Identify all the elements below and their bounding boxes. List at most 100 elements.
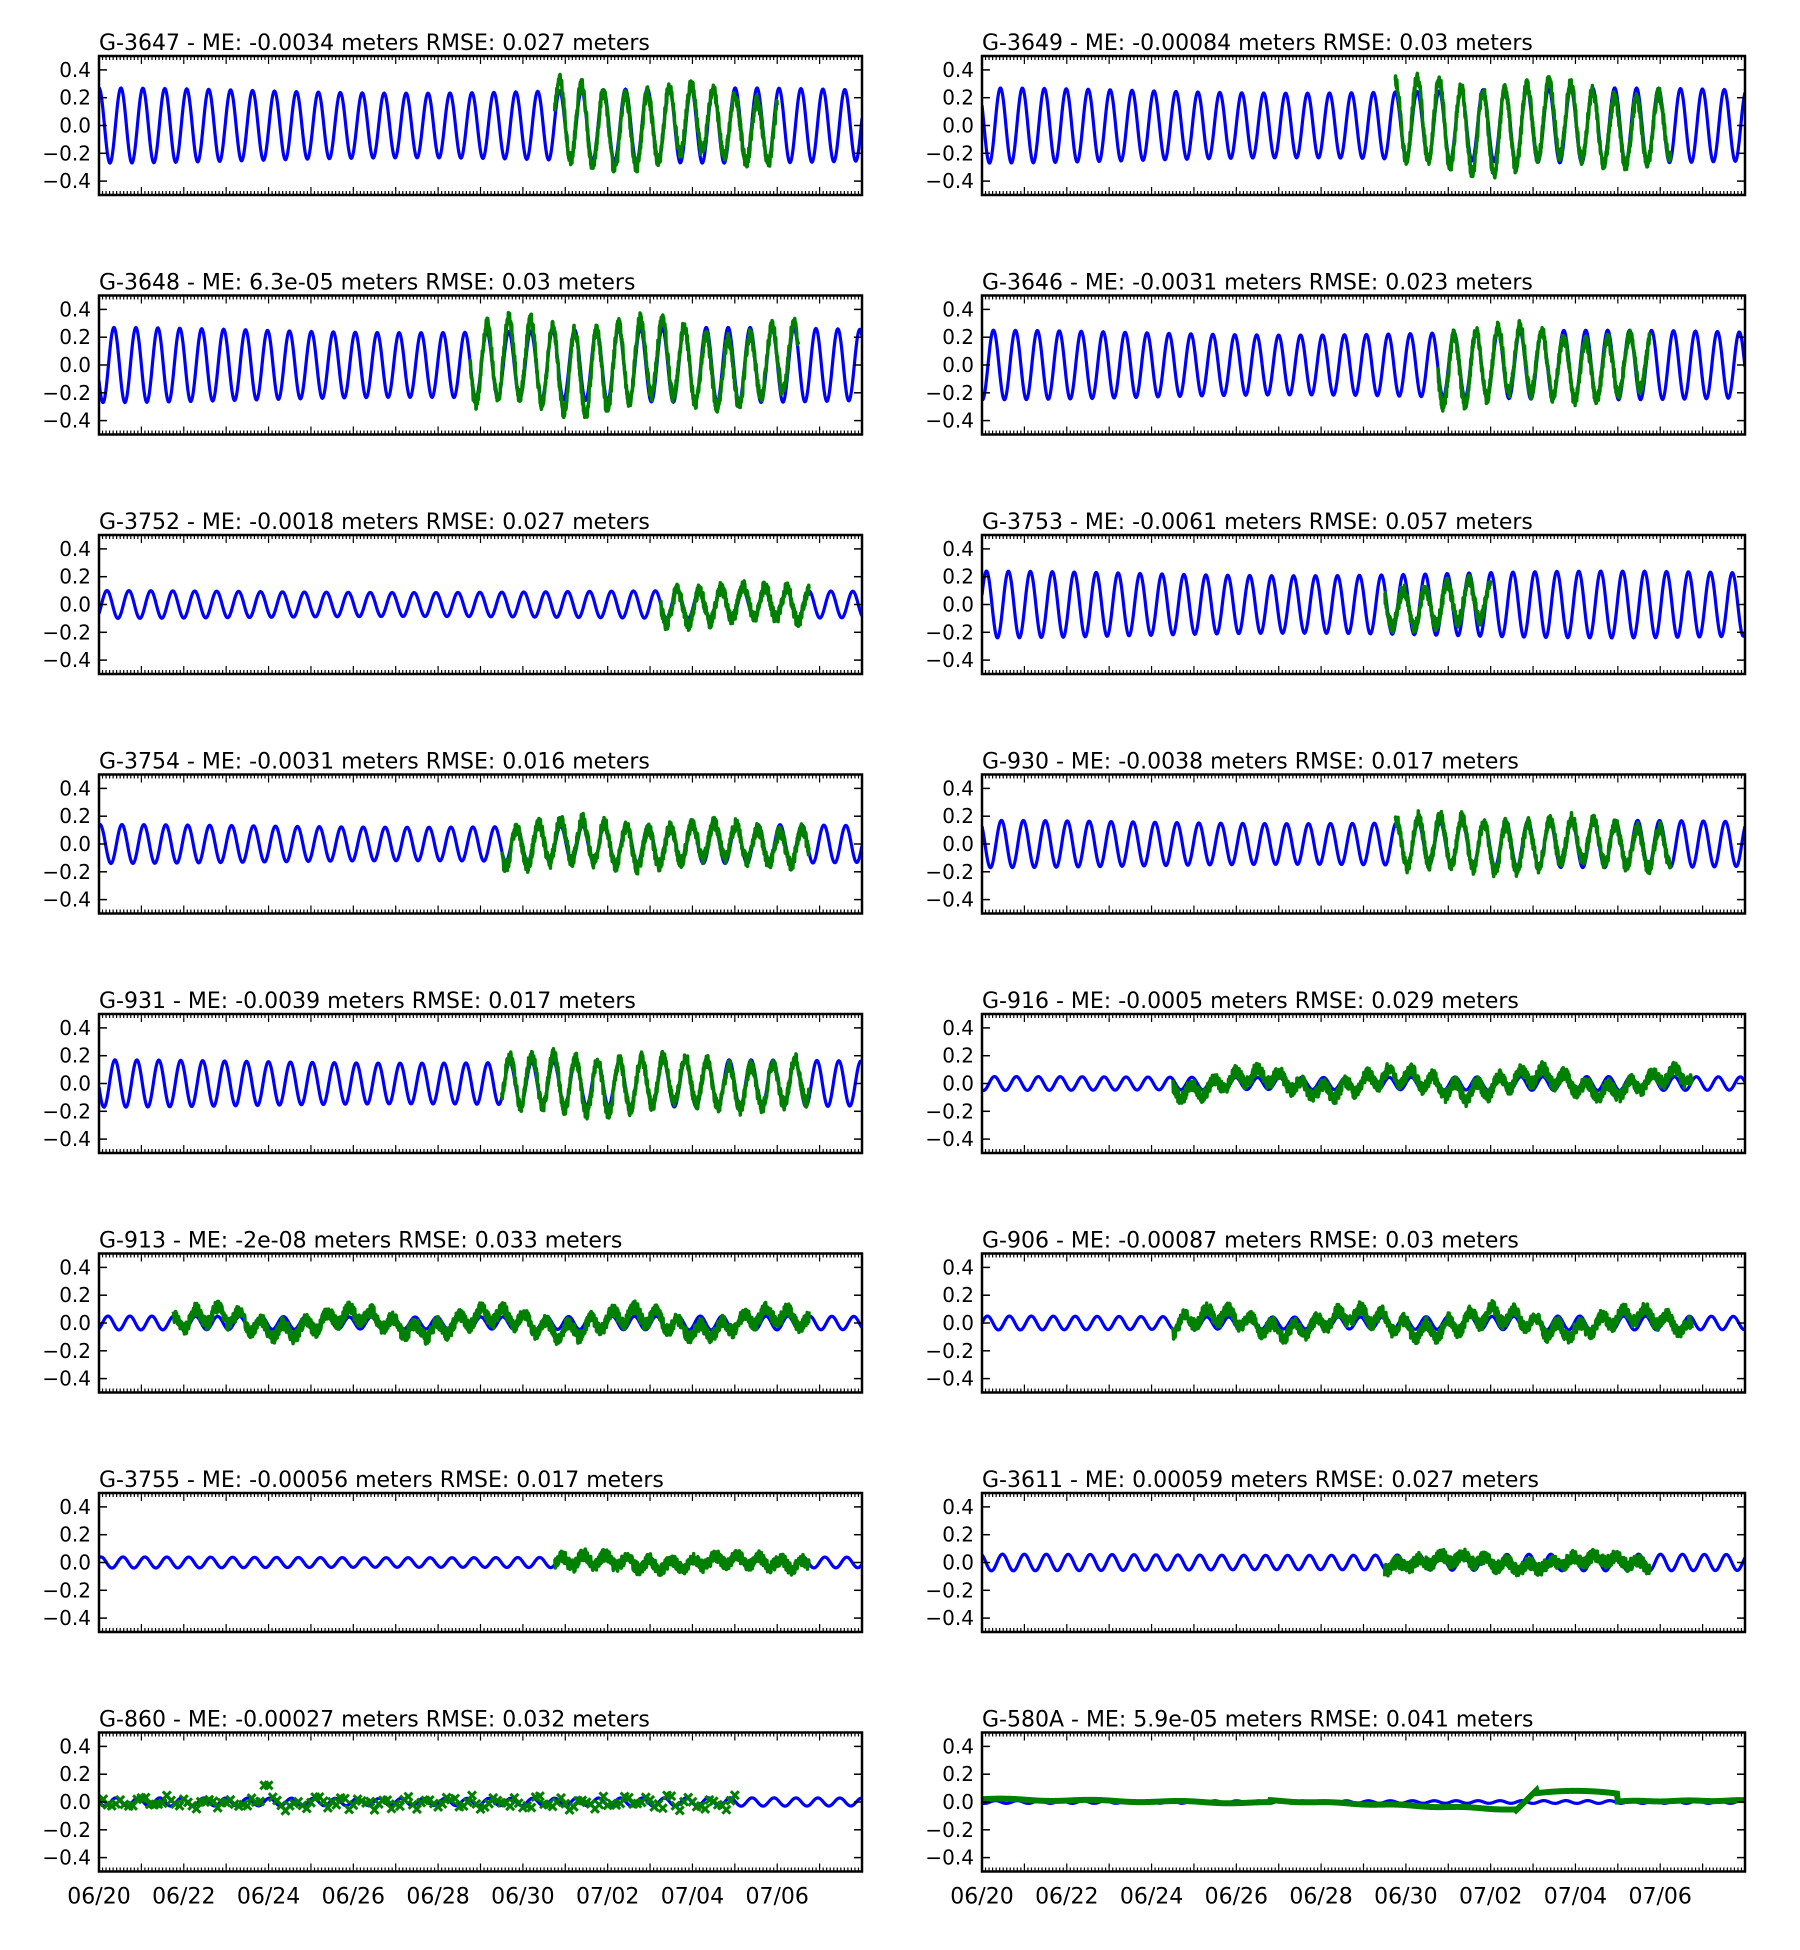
subplot: G-860 - ME: -0.00027 meters RMSE: 0.032 …	[42, 1708, 864, 1873]
x-minor-ticks	[98, 1014, 863, 1153]
y-tick-label: −0.2	[925, 1099, 974, 1123]
x-tick-label: 07/02	[1459, 1885, 1522, 1910]
y-axis: 0.4 0.2 0.0 −0.2 −0.4	[925, 1734, 1745, 1870]
plot-area	[982, 318, 1745, 413]
y-tick-label: −0.4	[925, 1846, 974, 1870]
y-tick-label: 0.0	[942, 1790, 974, 1814]
y-axis: 0.4 0.2 0.0 −0.2 −0.4	[925, 1255, 1745, 1391]
y-tick-label: −0.4	[925, 409, 974, 433]
subplot: G-3611 - ME: 0.00059 meters RMSE: 0.027 …	[925, 1468, 1747, 1634]
y-tick-label: 0.0	[942, 832, 974, 856]
y-tick-label: 0.0	[942, 593, 974, 617]
observed-point	[462, 1797, 473, 1808]
x-minor-ticks	[98, 1732, 863, 1872]
subplot: G-3649 - ME: -0.00084 meters RMSE: 0.03 …	[925, 31, 1747, 197]
observed-point	[365, 1796, 376, 1807]
y-axis: 0.4 0.2 0.0 −0.2 −0.4	[925, 58, 1745, 193]
y-tick-label: 0.0	[942, 1551, 974, 1575]
x-minor-ticks	[981, 1014, 1746, 1153]
y-tick-label: 0.4	[942, 776, 974, 800]
subplot-title: G-913 - ME: -2e-08 meters RMSE: 0.033 me…	[99, 1229, 622, 1254]
y-tick-label: 0.2	[59, 804, 91, 828]
observed-series-line	[171, 1299, 811, 1346]
observed-point	[623, 1792, 634, 1803]
observed-series-line	[552, 72, 779, 174]
subplot: G-930 - ME: -0.0038 meters RMSE: 0.017 m…	[925, 750, 1747, 915]
subplot-title: G-931 - ME: -0.0039 meters RMSE: 0.017 m…	[99, 989, 636, 1014]
y-tick-label: −0.4	[42, 1127, 91, 1151]
x-axis-ticks	[981, 1493, 1746, 1632]
y-tick-label: 0.4	[942, 1495, 974, 1519]
x-tick-label: 06/26	[1205, 1885, 1268, 1910]
x-tick-label: 06/30	[1374, 1885, 1437, 1910]
observed-point	[657, 1803, 668, 1814]
plot-area	[982, 1060, 1745, 1109]
y-tick-label: −0.2	[925, 1818, 974, 1842]
subplot: G-931 - ME: -0.0039 meters RMSE: 0.017 m…	[42, 989, 864, 1155]
x-tick-label: 06/22	[152, 1885, 215, 1910]
x-axis-ticks	[981, 56, 1746, 195]
y-tick-label: −0.4	[42, 888, 91, 912]
y-tick-label: −0.2	[42, 381, 91, 405]
x-minor-ticks	[98, 295, 863, 435]
observed-series-line	[1382, 1547, 1652, 1578]
x-minor-ticks	[981, 1732, 1746, 1872]
x-axis-ticks	[98, 1014, 863, 1153]
plot-area	[99, 310, 862, 420]
observed-point	[411, 1804, 422, 1815]
observed-point	[255, 1796, 266, 1807]
y-axis: 0.4 0.2 0.0 −0.2 −0.4	[925, 537, 1745, 672]
y-tick-label: −0.4	[42, 648, 91, 672]
x-axis-ticks	[98, 1253, 863, 1393]
observed-point	[505, 1801, 516, 1812]
y-tick-label: 0.2	[59, 325, 91, 349]
observed-point	[729, 1790, 740, 1801]
y-tick-label: −0.2	[925, 381, 974, 405]
x-tick-label: 06/20	[67, 1885, 130, 1910]
y-tick-label: −0.4	[42, 409, 91, 433]
y-tick-label: 0.2	[59, 1044, 91, 1068]
y-tick-label: 0.4	[59, 537, 91, 561]
x-tick-label: 06/28	[1289, 1885, 1352, 1910]
observed-point	[174, 1800, 185, 1811]
y-tick-label: 0.4	[59, 1495, 91, 1519]
y-tick-label: 0.2	[59, 1523, 91, 1547]
plot-area	[982, 1547, 1745, 1578]
y-axis: 0.4 0.2 0.0 −0.2 −0.4	[925, 297, 1745, 433]
y-tick-label: 0.2	[59, 86, 91, 110]
y-axis: 0.4 0.2 0.0 −0.2 −0.4	[925, 776, 1745, 912]
x-axis-ticks	[981, 774, 1746, 914]
subplot: G-906 - ME: -0.00087 meters RMSE: 0.03 m…	[925, 1229, 1747, 1394]
observed-point	[594, 1799, 605, 1810]
y-tick-label: 0.4	[59, 1255, 91, 1279]
y-tick-label: 0.4	[59, 776, 91, 800]
observed-point	[127, 1800, 138, 1811]
observed-point	[318, 1795, 329, 1807]
observed-series-line	[1171, 1060, 1694, 1109]
subplot: G-3753 - ME: -0.0061 meters RMSE: 0.057 …	[925, 510, 1747, 676]
plot-area	[982, 1298, 1745, 1346]
x-tick-label: 07/06	[746, 1885, 809, 1910]
y-tick-label: −0.2	[42, 1339, 91, 1363]
y-tick-label: −0.2	[925, 860, 974, 884]
x-minor-ticks	[981, 535, 1746, 674]
y-axis: 0.4 0.2 0.0 −0.2 −0.4	[42, 1016, 862, 1151]
x-tick-label: 07/04	[1544, 1885, 1607, 1910]
y-tick-label: −0.4	[925, 1606, 974, 1630]
x-axis-ticks	[981, 295, 1746, 435]
y-axis: 0.4 0.2 0.0 −0.2 −0.4	[925, 1016, 1745, 1151]
x-tick-label: 06/28	[406, 1885, 469, 1910]
y-tick-label: 0.0	[942, 353, 974, 377]
subplot-title: G-3753 - ME: -0.0061 meters RMSE: 0.057 …	[982, 510, 1533, 535]
y-tick-label: 0.4	[59, 1016, 91, 1040]
observed-point	[666, 1791, 677, 1802]
subplot: G-3646 - ME: -0.0031 meters RMSE: 0.023 …	[925, 271, 1747, 436]
observed-point	[339, 1793, 350, 1804]
y-axis: 0.4 0.2 0.0 −0.2 −0.4	[42, 1495, 862, 1630]
observed-series-line	[468, 310, 801, 420]
observed-point	[140, 1792, 151, 1803]
x-tick-label: 06/26	[322, 1885, 385, 1910]
observed-point	[450, 1793, 461, 1804]
observed-series-line	[1171, 1298, 1694, 1346]
